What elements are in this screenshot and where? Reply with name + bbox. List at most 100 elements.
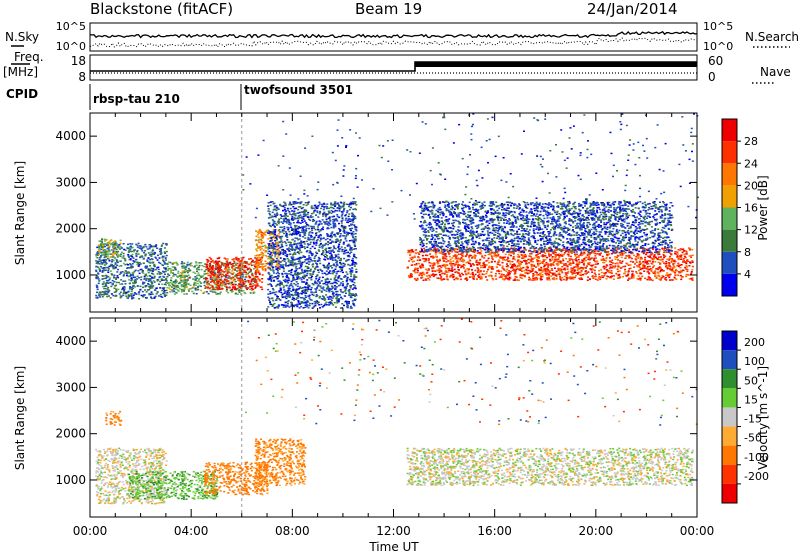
echo-cell-0-5 xyxy=(338,236,341,238)
echo-cell-0-5 xyxy=(326,265,329,268)
echo-cell-0-5 xyxy=(294,217,297,220)
echo-cell-0-2 xyxy=(234,275,237,277)
echo-cell-0-0 xyxy=(97,262,100,265)
echo-cell-0-0 xyxy=(119,291,122,293)
echo-cell-0-6 xyxy=(632,275,635,278)
echo-cell-0-5 xyxy=(354,201,357,203)
echo-cell-0-6 xyxy=(546,268,549,270)
echo-cell-0-6 xyxy=(519,262,522,264)
echo-cell-0-6 xyxy=(533,257,536,259)
echo-cell-0-6 xyxy=(509,251,512,254)
echo-cell-0-5 xyxy=(327,296,330,299)
echo-cell-0-3 xyxy=(258,279,261,281)
echo-cell-0-0 xyxy=(131,250,133,253)
echo-cell-0-2 xyxy=(188,263,191,266)
echo-cell-0-6 xyxy=(654,261,657,263)
echo-cell-0-0 xyxy=(137,265,140,267)
echo-cell-0-5 xyxy=(268,210,271,213)
echo-cell-0-5 xyxy=(290,226,293,228)
echo-cell-0-5 xyxy=(291,239,294,241)
echo-cell-0-6 xyxy=(516,256,519,258)
echo-cell-0-5 xyxy=(345,249,348,251)
echo-cell-0-5 xyxy=(299,214,302,216)
echo-cell-0-3 xyxy=(209,276,212,279)
echo-cell-0-0 xyxy=(96,257,99,259)
echo-cell-0-2 xyxy=(175,288,178,290)
echo-cell-0-6 xyxy=(582,258,585,261)
echo-cell-0-3 xyxy=(251,274,254,276)
echo-cell-0-6 xyxy=(439,277,442,280)
echo-cell-0-0 xyxy=(108,260,111,262)
echo-cell-0-6 xyxy=(543,269,546,271)
echo-cell-0-5 xyxy=(330,202,333,204)
echo-cell-0-5 xyxy=(297,294,300,296)
echo-cell-0-3 xyxy=(210,261,213,263)
echo-cell-0-6 xyxy=(565,274,568,277)
echo-cell-0-6 xyxy=(431,267,434,270)
echo-cell-0-5 xyxy=(339,270,342,273)
echo-cell-0-5 xyxy=(270,262,273,264)
echo-cell-0-0 xyxy=(138,291,141,293)
echo-cell-0-0 xyxy=(137,262,140,264)
echo-cell-0-2 xyxy=(200,282,203,284)
echo-cell-0-5 xyxy=(354,226,357,229)
echo-cell-0-5 xyxy=(277,252,280,255)
echo-cell-0-2 xyxy=(246,261,249,263)
echo-cell-0-5 xyxy=(276,207,279,210)
echo-cell-0-0 xyxy=(162,270,164,273)
echo-cell-0-6 xyxy=(489,253,492,256)
echo-cell-0-5 xyxy=(336,210,339,212)
echo-cell-0-5 xyxy=(305,222,308,224)
echo-cell-0-6 xyxy=(616,248,619,250)
echo-cell-0-2 xyxy=(235,267,238,269)
echo-cell-0-6 xyxy=(605,256,608,259)
echo-cell-0-3 xyxy=(247,281,250,283)
echo-cell-0-2 xyxy=(187,274,190,276)
echo-cell-0-2 xyxy=(183,278,186,280)
echo-cell-0-2 xyxy=(192,285,195,287)
echo-cell-0-6 xyxy=(619,253,622,255)
echo-cell-0-4 xyxy=(271,254,274,256)
echo-cell-0-0 xyxy=(148,254,151,256)
echo-cell-0-4 xyxy=(255,235,258,238)
echo-cell-0-0 xyxy=(132,271,135,274)
echo-cell-0-0 xyxy=(115,248,118,251)
echo-cell-0-5 xyxy=(289,224,292,226)
echo-cell-0-5 xyxy=(329,298,332,300)
echo-cell-0-0 xyxy=(162,256,165,258)
echo-cell-0-5 xyxy=(309,274,312,276)
echo-cell-0-3 xyxy=(231,266,233,269)
echo-cell-0-6 xyxy=(429,276,432,278)
echo-cell-0-2 xyxy=(249,288,252,291)
echo-cell-0-5 xyxy=(350,270,353,272)
echo-cell-0-5 xyxy=(332,291,335,293)
echo-cell-0-2 xyxy=(174,268,177,271)
echo-cell-0-5 xyxy=(327,285,330,287)
echo-cell-0-5 xyxy=(270,280,273,282)
echo-cell-0-6 xyxy=(571,259,574,261)
echo-cell-0-0 xyxy=(123,288,126,290)
echo-cell-0-6 xyxy=(662,253,665,256)
echo-cell-0-0 xyxy=(105,277,108,279)
echo-cell-0-6 xyxy=(582,253,585,255)
echo-cell-0-5 xyxy=(306,272,309,275)
echo-cell-0-2 xyxy=(214,283,217,286)
echo-cell-0-0 xyxy=(153,281,156,283)
echo-cell-0-5 xyxy=(281,229,284,231)
echo-cell-0-2 xyxy=(234,267,237,269)
echo-cell-0-0 xyxy=(141,295,144,298)
echo-cell-0-5 xyxy=(289,243,292,246)
echo-cell-0-3 xyxy=(241,264,244,267)
echo-cell-0-6 xyxy=(479,264,482,267)
echo-cell-0-5 xyxy=(351,212,354,214)
echo-cell-0-6 xyxy=(629,260,632,263)
echo-cell-0-5 xyxy=(307,284,310,286)
echo-cell-0-5 xyxy=(342,283,345,285)
echo-cell-0-6 xyxy=(486,271,488,273)
echo-cell-0-5 xyxy=(285,275,288,278)
echo-cell-0-2 xyxy=(233,261,236,263)
echo-cell-0-0 xyxy=(135,243,138,246)
echo-cell-0-0 xyxy=(156,259,159,261)
echo-cell-0-0 xyxy=(132,257,135,259)
echo-cell-0-3 xyxy=(256,276,259,278)
